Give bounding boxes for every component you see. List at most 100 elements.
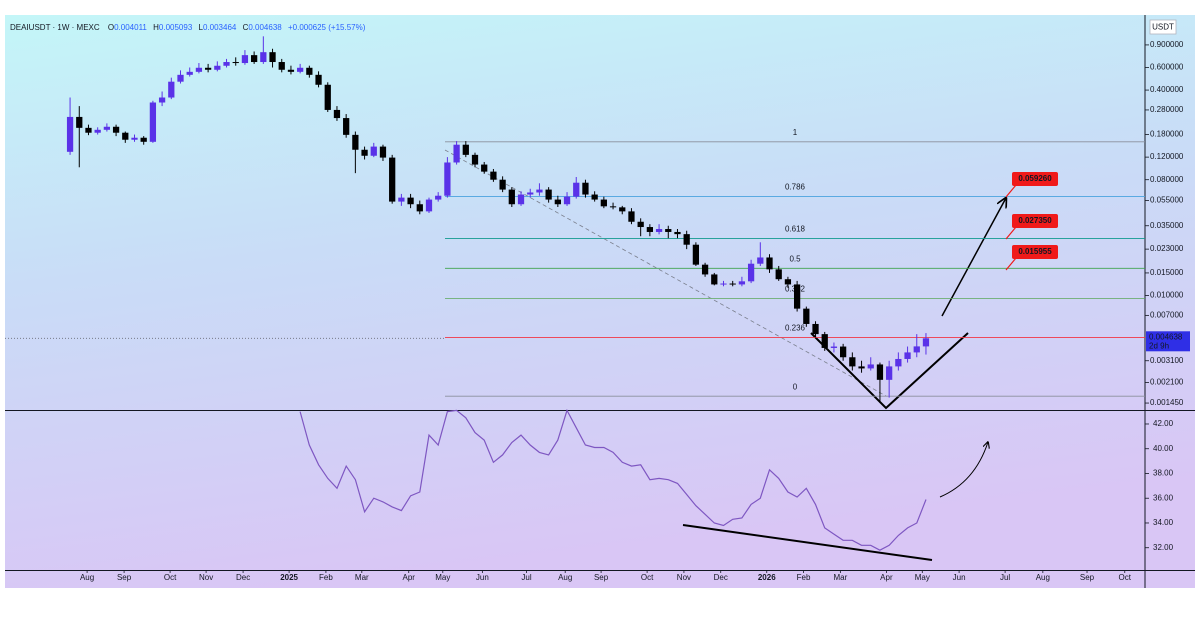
candle-body	[821, 334, 828, 348]
candle-body	[85, 127, 92, 133]
candle-body	[112, 126, 120, 133]
y-tick-label: 32.00	[1153, 543, 1174, 552]
x-tick-label: Oct	[641, 573, 654, 582]
candle-body	[278, 62, 285, 70]
candle-body	[343, 118, 350, 135]
candle-body	[895, 358, 902, 367]
target-pointer	[1005, 257, 1017, 271]
candle-body	[536, 189, 543, 193]
candle-body	[591, 194, 598, 200]
candle-body	[922, 338, 930, 347]
currency-box	[1149, 19, 1177, 35]
v-pattern	[810, 332, 969, 410]
y-tick-label: 0.035000	[1150, 221, 1184, 230]
x-tick-label: Jul	[521, 573, 531, 582]
x-tick-label: 2025	[280, 573, 298, 582]
candle-body	[94, 129, 101, 133]
candle-body	[582, 182, 589, 195]
candle-body	[195, 67, 203, 72]
y-tick-label: 38.00	[1153, 469, 1174, 478]
candle-body	[738, 281, 746, 285]
rsi-arrow	[939, 442, 988, 498]
y-tick-label: 42.00	[1153, 419, 1174, 428]
x-tick-label: Dec	[236, 573, 250, 582]
candle-body	[204, 67, 212, 70]
y-tick-label: 0.280000	[1150, 105, 1184, 114]
candle-body	[876, 364, 884, 380]
candle-body	[471, 154, 479, 165]
candle-body	[407, 197, 414, 205]
x-tick-label: Sep	[1080, 573, 1095, 582]
high-label: H	[153, 23, 159, 32]
y-tick-label: 34.00	[1153, 518, 1174, 527]
fib-label: 0.5	[789, 254, 801, 263]
y-tick-label: 0.080000	[1150, 175, 1184, 184]
open-value: 0.004011	[114, 23, 147, 32]
candle-body	[287, 69, 295, 72]
x-tick-label: 2026	[758, 573, 776, 582]
candle-body	[711, 274, 718, 285]
y-tick-label: 0.003100	[1150, 356, 1184, 365]
countdown: 2d 9h	[1149, 341, 1169, 350]
candle-body	[232, 62, 239, 64]
candle-body	[508, 189, 515, 205]
candle-body	[573, 182, 580, 197]
x-tick-label: Aug	[558, 573, 572, 582]
candle-body	[241, 55, 249, 64]
x-tick-label: Jun	[476, 573, 489, 582]
candle-body	[527, 192, 534, 195]
candle-body	[66, 116, 74, 152]
candle-body	[619, 207, 626, 212]
candle-body	[361, 149, 368, 156]
candle-body	[646, 227, 653, 232]
y-tick-label: 0.010000	[1150, 291, 1184, 300]
candle-body	[554, 199, 561, 205]
projection-arrow	[941, 198, 1006, 317]
candle-body	[140, 137, 147, 142]
candle-body	[333, 109, 341, 119]
x-tick-label: Feb	[797, 573, 811, 582]
x-tick-label: May	[435, 573, 450, 582]
price-label-box	[1146, 331, 1190, 352]
y-tick-label: 0.120000	[1150, 152, 1184, 161]
candle-body	[747, 263, 755, 282]
candle-body	[306, 67, 313, 75]
candle-body	[628, 211, 635, 222]
candle-body	[177, 74, 184, 82]
fib-label: 0.618	[785, 225, 806, 234]
candle-body	[701, 264, 709, 275]
x-tick-label: Oct	[164, 573, 177, 582]
divergence-line	[682, 524, 933, 561]
candle-body	[867, 364, 874, 369]
x-tick-label: Jun	[953, 573, 966, 582]
candle-body	[766, 257, 773, 270]
x-tick-label: Apr	[403, 573, 416, 582]
candle-body	[481, 164, 488, 172]
candle-body	[655, 229, 663, 232]
y-tick-label: 0.023000	[1150, 244, 1184, 253]
candle-body	[324, 84, 331, 110]
candle-body	[545, 189, 552, 200]
target-box	[1012, 245, 1058, 259]
x-tick-label: Mar	[833, 573, 847, 582]
target-label: 0.059260	[1018, 174, 1052, 183]
candle-body	[379, 146, 387, 158]
price-label: 0.004638	[1149, 332, 1183, 341]
target-box	[1012, 172, 1058, 186]
y-tick-label: 0.600000	[1150, 63, 1184, 72]
candle-body	[297, 67, 304, 72]
candle-body	[729, 283, 736, 285]
candle-body	[775, 269, 782, 280]
candle-body	[600, 199, 607, 207]
candle-body	[692, 244, 700, 265]
candle-body	[858, 366, 865, 369]
fib-label: 0.236	[785, 324, 806, 333]
candle-body	[214, 65, 221, 70]
currency: USDT	[1152, 23, 1174, 32]
candle-body	[251, 55, 258, 63]
candle-body	[131, 137, 138, 140]
candle-body	[149, 102, 157, 142]
candle-body	[913, 346, 920, 353]
x-tick-label: Sep	[594, 573, 609, 582]
y-tick-label: 0.900000	[1150, 40, 1184, 49]
